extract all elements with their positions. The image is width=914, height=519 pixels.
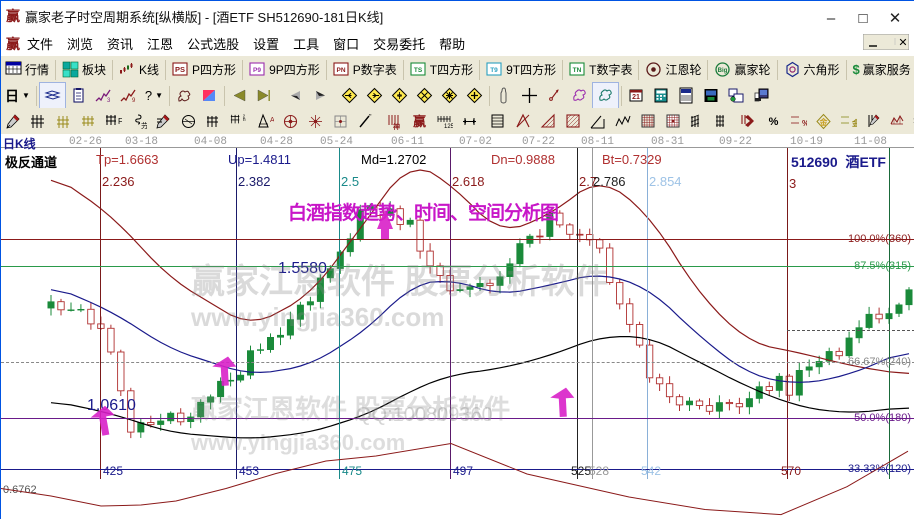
svg-text:金: 金 xyxy=(851,118,857,128)
svg-text:21: 21 xyxy=(632,94,640,101)
svg-text:T9: T9 xyxy=(490,67,498,74)
svg-text:芀: 芀 xyxy=(141,122,147,130)
svg-text:F: F xyxy=(118,117,122,126)
svg-text:神: 神 xyxy=(393,122,400,130)
svg-text:3: 3 xyxy=(107,98,111,104)
svg-text:%: % xyxy=(769,116,779,128)
svg-text:A: A xyxy=(270,117,274,124)
svg-text:PN: PN xyxy=(336,67,345,74)
svg-text:PS: PS xyxy=(175,65,185,74)
svg-text:TN: TN xyxy=(573,67,582,74)
svg-text:9: 9 xyxy=(132,98,136,104)
svg-text:TS: TS xyxy=(414,67,423,74)
svg-text:✕: ✕ xyxy=(898,37,907,49)
svg-text:": " xyxy=(369,114,372,121)
svg-text:%: % xyxy=(802,119,807,128)
svg-text:Big: Big xyxy=(718,68,728,74)
svg-text:金: 金 xyxy=(819,117,829,127)
svg-text:赢: 赢 xyxy=(413,114,426,129)
svg-text:125: 125 xyxy=(444,124,453,130)
svg-text:P9: P9 xyxy=(253,67,261,74)
